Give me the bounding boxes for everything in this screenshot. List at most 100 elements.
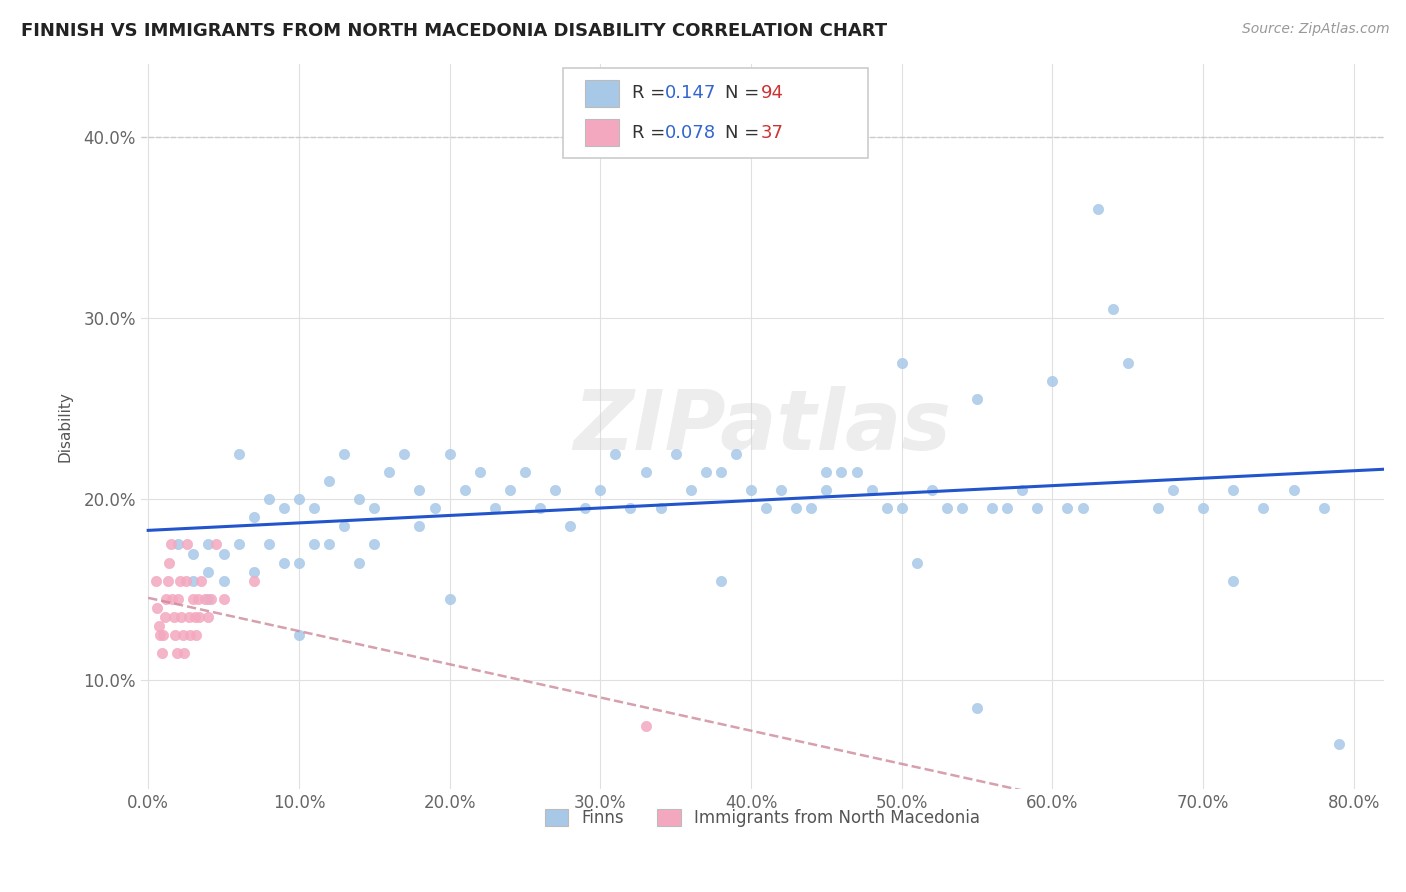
Point xyxy=(484,501,506,516)
Point xyxy=(183,574,205,588)
Point xyxy=(212,591,235,606)
Point xyxy=(153,610,176,624)
Point xyxy=(560,519,582,533)
Point xyxy=(905,556,928,570)
Point xyxy=(347,556,370,570)
Point xyxy=(333,519,356,533)
Point xyxy=(453,483,475,497)
Point xyxy=(242,565,264,579)
Text: ZIPatlas: ZIPatlas xyxy=(574,386,952,467)
Point xyxy=(167,591,190,606)
Point xyxy=(172,628,194,642)
Point xyxy=(995,501,1018,516)
Point xyxy=(146,601,169,615)
Text: FINNISH VS IMMIGRANTS FROM NORTH MACEDONIA DISABILITY CORRELATION CHART: FINNISH VS IMMIGRANTS FROM NORTH MACEDON… xyxy=(21,22,887,40)
Point xyxy=(288,628,311,642)
Point xyxy=(845,465,868,479)
Point xyxy=(634,465,657,479)
Point xyxy=(544,483,567,497)
Point xyxy=(800,501,823,516)
Point xyxy=(156,574,179,588)
Point xyxy=(1101,301,1123,316)
Point xyxy=(710,574,733,588)
Point xyxy=(679,483,702,497)
Point xyxy=(242,574,264,588)
Point xyxy=(423,501,446,516)
Point xyxy=(184,610,207,624)
Point xyxy=(966,700,988,714)
Point xyxy=(921,483,943,497)
Point xyxy=(499,483,522,497)
Point xyxy=(695,465,717,479)
Point xyxy=(890,356,912,370)
Point xyxy=(439,591,461,606)
Point xyxy=(273,556,295,570)
FancyBboxPatch shape xyxy=(564,68,868,159)
Point xyxy=(665,447,688,461)
Point xyxy=(183,547,205,561)
Point xyxy=(288,556,311,570)
Point xyxy=(1192,501,1215,516)
Text: Source: ZipAtlas.com: Source: ZipAtlas.com xyxy=(1241,22,1389,37)
Point xyxy=(228,537,250,551)
Point xyxy=(529,501,551,516)
Point xyxy=(167,537,190,551)
Point xyxy=(363,537,385,551)
FancyBboxPatch shape xyxy=(585,79,619,107)
Point xyxy=(173,646,195,660)
Point xyxy=(242,510,264,524)
Point xyxy=(589,483,612,497)
Point xyxy=(197,610,219,624)
Point xyxy=(205,537,228,551)
Point xyxy=(257,537,280,551)
Point xyxy=(157,556,180,570)
Point xyxy=(145,574,167,588)
Point xyxy=(197,591,219,606)
Text: 0.147: 0.147 xyxy=(665,85,717,103)
Point xyxy=(187,591,209,606)
Point xyxy=(439,447,461,461)
Text: 0.078: 0.078 xyxy=(665,124,717,142)
Point xyxy=(197,565,219,579)
Point xyxy=(981,501,1004,516)
Point xyxy=(159,537,181,551)
FancyBboxPatch shape xyxy=(585,119,619,146)
Point xyxy=(408,519,430,533)
Point xyxy=(200,591,222,606)
Point xyxy=(166,646,188,660)
Point xyxy=(574,501,596,516)
Point xyxy=(170,610,193,624)
Point xyxy=(1042,374,1064,388)
Legend: Finns, Immigrants from North Macedonia: Finns, Immigrants from North Macedonia xyxy=(536,800,988,835)
Point xyxy=(619,501,641,516)
Point xyxy=(302,537,325,551)
Point xyxy=(194,591,217,606)
Point xyxy=(650,501,672,516)
Point xyxy=(860,483,883,497)
Point xyxy=(605,447,627,461)
Point xyxy=(179,628,201,642)
Point xyxy=(197,537,219,551)
Text: N =: N = xyxy=(725,124,765,142)
Point xyxy=(333,447,356,461)
Point xyxy=(152,628,174,642)
Point xyxy=(165,628,187,642)
Text: 94: 94 xyxy=(761,85,785,103)
Point xyxy=(1161,483,1184,497)
Point xyxy=(150,646,173,660)
Point xyxy=(155,591,177,606)
Point xyxy=(634,719,657,733)
Point xyxy=(174,574,197,588)
Point xyxy=(1222,483,1244,497)
Point xyxy=(513,465,536,479)
Point xyxy=(1087,202,1109,216)
Text: N =: N = xyxy=(725,85,765,103)
Point xyxy=(724,447,747,461)
Point xyxy=(302,501,325,516)
Point xyxy=(318,474,340,488)
Point xyxy=(1312,501,1334,516)
Point xyxy=(212,547,235,561)
Point xyxy=(468,465,491,479)
Point xyxy=(1147,501,1170,516)
Point xyxy=(1011,483,1033,497)
